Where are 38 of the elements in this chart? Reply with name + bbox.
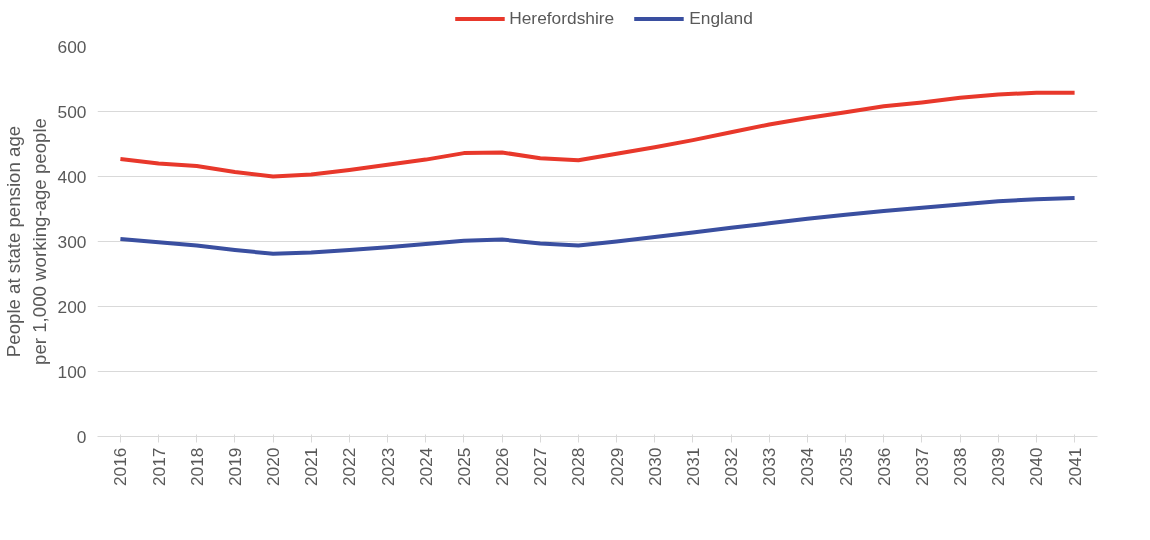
x-tick-label: 2041 bbox=[1064, 447, 1085, 487]
x-tick-label: 2034 bbox=[797, 447, 818, 487]
x-tick-label: 2024 bbox=[415, 447, 436, 487]
x-tick-label: 2020 bbox=[263, 447, 284, 487]
x-tick-label: 2017 bbox=[148, 447, 169, 487]
x-tick-label: 2023 bbox=[377, 447, 398, 487]
x-tick-label: 2035 bbox=[835, 447, 856, 487]
x-tick-label: 2018 bbox=[186, 447, 207, 487]
y-tick-label: 300 bbox=[57, 231, 87, 252]
x-tick-label: 2039 bbox=[988, 447, 1009, 487]
x-tick-label: 2025 bbox=[453, 447, 474, 487]
x-tick-label: 2036 bbox=[873, 447, 894, 487]
x-tick-label: 2026 bbox=[492, 447, 513, 487]
x-tick-label: 2030 bbox=[644, 447, 665, 487]
x-tick-label: 2019 bbox=[224, 447, 245, 487]
x-tick-label: 2021 bbox=[301, 447, 322, 487]
line-series bbox=[118, 195, 1077, 256]
y-tick-label: 500 bbox=[57, 101, 87, 122]
x-tick-label: 2016 bbox=[110, 447, 131, 487]
y-tick-label: 100 bbox=[57, 361, 87, 382]
y-tick-label: 0 bbox=[76, 426, 87, 447]
x-tick-label: 2037 bbox=[911, 447, 932, 487]
legend-label: England bbox=[689, 7, 753, 29]
x-tick-label: 2032 bbox=[721, 447, 742, 487]
x-tick-label: 2027 bbox=[530, 447, 551, 487]
x-tick-label: 2029 bbox=[606, 447, 627, 487]
x-tick-label: 2040 bbox=[1026, 447, 1047, 487]
x-tick-label: 2028 bbox=[568, 447, 589, 487]
x-tick-label: 2031 bbox=[682, 447, 703, 487]
legend-label: Herefordshire bbox=[509, 7, 615, 29]
y-axis-title: People at state pension age per 1,000 working-age people bbox=[3, 118, 50, 365]
x-tick-label: 2038 bbox=[950, 447, 971, 487]
x-tick-label: 2022 bbox=[339, 447, 360, 487]
y-tick-label: 400 bbox=[57, 166, 87, 187]
line-series bbox=[118, 90, 1077, 179]
y-tick-label: 600 bbox=[57, 36, 87, 57]
y-tick-label: 200 bbox=[57, 296, 87, 317]
x-tick-label: 2033 bbox=[759, 447, 780, 487]
